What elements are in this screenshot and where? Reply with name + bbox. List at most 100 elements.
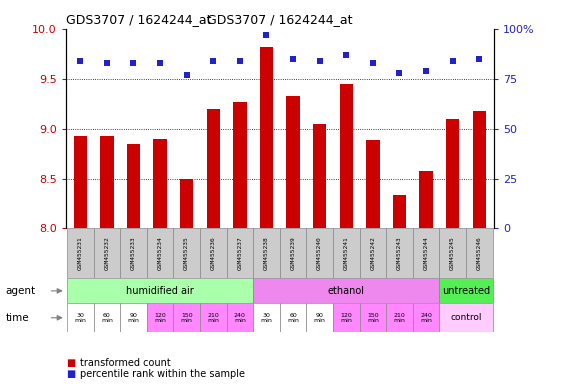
Text: GSM455243: GSM455243 xyxy=(397,237,402,270)
Bar xyxy=(127,144,140,228)
Text: 90
min: 90 min xyxy=(127,313,139,323)
Point xyxy=(395,70,404,76)
Bar xyxy=(280,303,307,332)
Text: GSM455237: GSM455237 xyxy=(238,237,243,270)
Point xyxy=(475,56,484,62)
Text: time: time xyxy=(6,313,29,323)
Bar xyxy=(200,228,227,278)
Text: ethanol: ethanol xyxy=(328,286,365,296)
Text: 30
min: 30 min xyxy=(260,313,272,323)
Bar xyxy=(120,303,147,332)
Text: GSM455233: GSM455233 xyxy=(131,237,136,270)
Text: humidified air: humidified air xyxy=(126,286,194,296)
Text: GSM455241: GSM455241 xyxy=(344,237,349,270)
Text: 240
min: 240 min xyxy=(420,313,432,323)
Bar xyxy=(207,109,220,228)
Text: 120
min: 120 min xyxy=(154,313,166,323)
Text: 90
min: 90 min xyxy=(313,313,325,323)
Bar xyxy=(420,170,433,228)
Bar xyxy=(253,278,440,303)
Point xyxy=(102,60,111,66)
Point xyxy=(448,58,457,64)
Bar xyxy=(67,278,253,303)
Text: ■: ■ xyxy=(66,358,75,368)
Bar xyxy=(147,303,174,332)
Text: transformed count: transformed count xyxy=(80,358,171,368)
Bar xyxy=(440,228,466,278)
Point xyxy=(155,60,164,66)
Point xyxy=(341,52,351,58)
Bar xyxy=(386,228,413,278)
Text: 240
min: 240 min xyxy=(234,313,246,323)
Text: GSM455236: GSM455236 xyxy=(211,237,216,270)
Bar xyxy=(260,47,273,228)
Title: GDS3707 / 1624244_at: GDS3707 / 1624244_at xyxy=(207,13,352,26)
Bar xyxy=(180,179,194,228)
Point xyxy=(315,58,324,64)
Bar xyxy=(307,303,333,332)
Bar xyxy=(440,278,493,303)
Bar xyxy=(333,303,360,332)
Point xyxy=(368,60,377,66)
Text: 60
min: 60 min xyxy=(101,313,113,323)
Bar xyxy=(253,303,280,332)
Point xyxy=(182,72,191,78)
Bar xyxy=(307,228,333,278)
Bar xyxy=(120,228,147,278)
Text: GSM455245: GSM455245 xyxy=(450,237,455,270)
Text: GSM455234: GSM455234 xyxy=(158,237,163,270)
Point xyxy=(235,58,244,64)
Text: percentile rank within the sample: percentile rank within the sample xyxy=(80,369,245,379)
Bar xyxy=(333,228,360,278)
Bar xyxy=(466,228,493,278)
Text: agent: agent xyxy=(6,286,36,296)
Bar xyxy=(74,136,87,228)
Text: 150
min: 150 min xyxy=(367,313,379,323)
Text: GSM455239: GSM455239 xyxy=(291,237,296,270)
Bar xyxy=(386,303,413,332)
Text: GSM455242: GSM455242 xyxy=(371,237,375,270)
Bar xyxy=(473,111,486,228)
Bar xyxy=(67,303,94,332)
Point xyxy=(129,60,138,66)
Bar xyxy=(253,228,280,278)
Bar xyxy=(287,96,300,228)
Bar xyxy=(67,228,94,278)
Bar xyxy=(154,139,167,228)
Bar xyxy=(313,124,327,228)
Text: 210
min: 210 min xyxy=(207,313,219,323)
Text: GSM455235: GSM455235 xyxy=(184,237,189,270)
Bar xyxy=(174,228,200,278)
Point xyxy=(262,32,271,38)
Bar xyxy=(366,140,380,228)
Text: GSM455238: GSM455238 xyxy=(264,237,269,270)
Bar xyxy=(340,84,353,228)
Bar xyxy=(233,102,247,228)
Text: 150
min: 150 min xyxy=(181,313,192,323)
Point xyxy=(209,58,218,64)
Text: 30
min: 30 min xyxy=(74,313,86,323)
Bar xyxy=(94,228,120,278)
Bar xyxy=(446,119,459,228)
Text: GSM455246: GSM455246 xyxy=(477,237,482,270)
Bar xyxy=(413,228,440,278)
Text: GSM455240: GSM455240 xyxy=(317,237,322,270)
Bar xyxy=(360,303,386,332)
Text: GSM455232: GSM455232 xyxy=(104,237,110,270)
Point xyxy=(76,58,85,64)
Text: 60
min: 60 min xyxy=(287,313,299,323)
Text: ■: ■ xyxy=(66,369,75,379)
Text: GSM455244: GSM455244 xyxy=(424,237,429,270)
Text: untreated: untreated xyxy=(442,286,490,296)
Bar xyxy=(360,228,386,278)
Bar xyxy=(94,303,120,332)
Text: GSM455231: GSM455231 xyxy=(78,237,83,270)
Bar xyxy=(147,228,174,278)
Text: 210
min: 210 min xyxy=(393,313,405,323)
Bar xyxy=(413,303,440,332)
Point xyxy=(421,68,431,74)
Bar xyxy=(174,303,200,332)
Bar xyxy=(100,136,114,228)
Bar xyxy=(440,303,493,332)
Bar xyxy=(280,228,307,278)
